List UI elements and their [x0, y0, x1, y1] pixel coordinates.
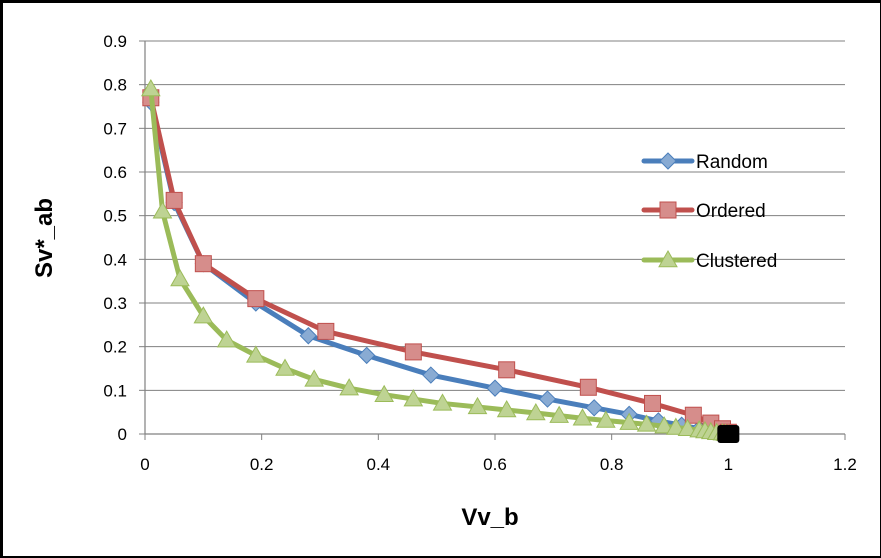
legend-item-clustered: Clustered — [641, 249, 777, 272]
data-point-clustered — [216, 330, 237, 348]
legend-item-random: Random — [641, 152, 768, 173]
data-point-random — [538, 390, 557, 408]
series-random — [142, 93, 738, 443]
data-point-clustered — [193, 306, 214, 324]
data-point-clustered — [654, 416, 675, 434]
legend-label: Random — [696, 152, 768, 173]
data-point-clustered — [140, 79, 161, 97]
data-point-ordered — [498, 361, 516, 379]
y-tick-label: 0.5 — [103, 207, 127, 226]
data-point-clustered — [636, 414, 657, 432]
axes — [139, 40, 846, 440]
data-point-clustered — [549, 405, 570, 423]
legend-marker — [659, 152, 677, 170]
legend-label: Ordered — [696, 201, 766, 222]
data-point-ordered — [247, 290, 265, 308]
legend-label: Clustered — [696, 251, 777, 272]
y-tick-label: 0.1 — [103, 381, 127, 400]
data-point-random — [422, 366, 440, 384]
x-tick-label: 0.6 — [483, 455, 507, 474]
data-point-ordered — [579, 378, 597, 396]
series-ordered — [142, 89, 737, 441]
data-point-ordered — [644, 394, 661, 412]
x-tick-label: 0.8 — [600, 455, 624, 474]
data-point-ordered — [684, 406, 702, 424]
y-tick-label: 0.8 — [103, 76, 127, 95]
data-point-clustered — [152, 201, 173, 219]
data-point-clustered — [595, 410, 616, 428]
legend-marker — [658, 249, 678, 268]
series-layer — [140, 79, 740, 443]
data-point-ordered — [194, 255, 212, 273]
y-tick-label: 0.9 — [103, 32, 127, 51]
data-point-random — [585, 399, 603, 417]
data-point-random — [299, 327, 318, 345]
tick-labels: 0 0.1 0.2 0.3 0.4 0.5 0.6 0.7 0.8 0.9 0 0.2 0.4 0.6 0.… — [103, 32, 856, 474]
x-tick-label: 0.2 — [250, 455, 274, 474]
data-point-clustered — [572, 408, 593, 426]
data-point-clustered — [619, 412, 640, 430]
legend-marker — [659, 201, 677, 219]
data-point-clustered — [677, 418, 698, 437]
data-point-random — [357, 346, 376, 365]
legend-item-ordered: Ordered — [641, 201, 766, 222]
x-tick-label: 1 — [724, 455, 733, 474]
data-point-clustered — [496, 399, 517, 418]
legend: Random Ordered Clustered — [641, 152, 777, 272]
x-axis-title: Vv_b — [461, 504, 518, 531]
data-point-ordered — [317, 322, 335, 340]
x-tick-label: 0 — [140, 455, 149, 474]
series-line-ordered — [148, 95, 731, 435]
y-tick-label: 0.6 — [103, 163, 127, 182]
series-line-clustered — [148, 86, 731, 437]
data-point-clustered — [304, 369, 325, 387]
y-tick-label: 0.2 — [103, 338, 127, 357]
y-tick-label: 0.4 — [103, 250, 127, 269]
data-point-clustered — [665, 417, 686, 435]
data-point-clustered — [339, 378, 360, 396]
end-point-marker — [717, 425, 740, 443]
y-tick-label: 0.7 — [103, 119, 127, 138]
y-axis-title: Sv*_ab — [31, 198, 58, 278]
data-point-ordered — [165, 191, 183, 209]
data-point-clustered — [403, 389, 424, 407]
data-point-clustered — [275, 358, 295, 376]
x-tick-label: 1.2 — [833, 455, 857, 474]
data-point-clustered — [245, 345, 266, 363]
data-point-clustered — [525, 403, 546, 421]
data-point-clustered — [374, 384, 395, 402]
data-point-clustered — [432, 393, 453, 411]
data-point-ordered — [404, 343, 422, 361]
y-tick-label: 0.3 — [103, 294, 127, 313]
gridlines — [145, 40, 845, 391]
data-point-clustered — [170, 268, 190, 287]
data-point-random — [486, 379, 504, 397]
y-tick-label: 0 — [118, 425, 127, 444]
data-point-clustered — [467, 396, 488, 415]
x-tick-label: 0.4 — [367, 455, 391, 474]
series-line-random — [148, 99, 731, 437]
